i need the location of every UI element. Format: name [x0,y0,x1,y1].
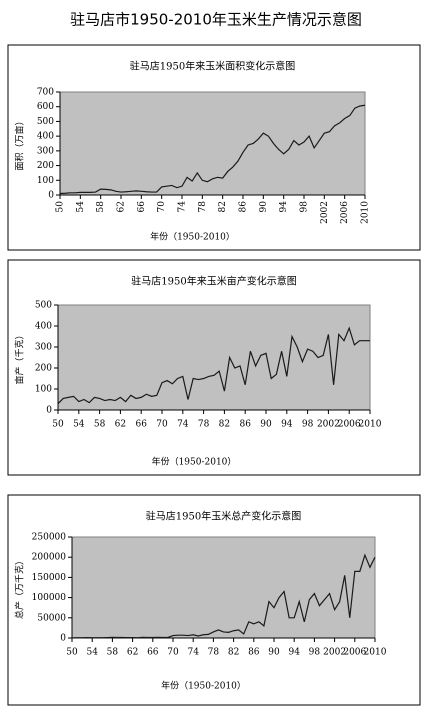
x-tick-label: 86 [239,201,249,213]
x-tick-label: 90 [268,648,280,658]
y-tick-label: 100000 [32,593,67,603]
y-tick-label: 50000 [37,613,66,623]
x-tick-label: 94 [281,420,293,430]
x-axis-label: 年份（1950-2010） [150,231,235,243]
y-tick-label: 200 [37,161,54,171]
y-tick-label: 300 [35,343,52,353]
y-tick-label: 0 [48,191,54,201]
x-tick-label: 82 [228,648,239,658]
plot-area [59,91,366,196]
x-tick-label: 66 [137,201,147,213]
x-tick-label: 98 [302,420,314,430]
y-tick-label: 600 [37,102,54,112]
x-tick-label: 2010 [361,201,371,224]
x-tick-label: 82 [219,420,230,430]
x-tick-label: 98 [300,201,310,213]
y-tick-label: 100 [37,176,54,186]
x-tick-label: 2002 [323,648,346,658]
x-tick-label: 86 [248,648,260,658]
x-tick-label: 82 [218,201,228,212]
chart-title: 驻马店1950年来玉米面积变化示意图 [130,60,295,73]
x-tick-label: 62 [127,648,138,658]
x-tick-label: 2010 [364,648,387,658]
x-tick-label: 50 [66,648,78,658]
y-axis-label: 亩产（千克） [14,330,26,384]
x-tick-label: 94 [279,201,289,213]
x-tick-label: 86 [239,420,251,430]
x-tick-label: 90 [260,420,272,430]
x-tick-label: 70 [157,201,167,213]
x-tick-label: 54 [76,201,86,213]
x-tick-label: 2006 [340,201,350,224]
data-line [59,104,366,195]
x-tick-label: 50 [52,420,64,430]
x-tick-label: 90 [259,201,269,213]
x-tick-label: 62 [117,201,127,212]
x-tick-label: 74 [177,420,189,430]
x-tick-label: 78 [198,201,208,213]
y-tick-label: 500 [37,117,54,127]
x-tick-label: 58 [96,201,106,213]
x-tick-label: 66 [135,420,147,430]
y-tick-label: 700 [37,88,54,98]
y-tick-label: 0 [60,634,66,644]
x-tick-label: 74 [178,201,188,213]
y-tick-label: 400 [37,132,54,142]
x-tick-label: 94 [288,648,300,658]
y-tick-label: 250000 [32,533,67,543]
x-tick-label: 50 [56,201,66,213]
x-tick-label: 74 [187,648,199,658]
x-tick-label: 98 [309,648,321,658]
x-tick-label: 2002 [320,201,330,224]
x-tick-label: 58 [94,420,106,430]
x-tick-label: 2006 [338,420,361,430]
y-tick-label: 200 [35,364,52,374]
y-tick-label: 150000 [32,573,67,583]
x-axis-label: 年份（1950-2010） [161,680,246,692]
x-tick-label: 2010 [359,420,382,430]
chart-title: 驻马店1950年来玉米亩产变化示意图 [131,275,296,288]
x-tick-label: 78 [198,420,210,430]
x-tick-label: 66 [147,648,159,658]
x-tick-label: 78 [208,648,220,658]
plot-area [71,536,376,639]
x-tick-label: 2002 [317,420,340,430]
x-tick-label: 54 [86,648,98,658]
y-axis-label: 总产（万千克） [14,556,26,619]
y-axis-label: 面积（万亩） [14,116,26,170]
y-tick-label: 400 [35,322,52,332]
y-tick-label: 0 [46,406,52,416]
x-tick-label: 62 [115,420,126,430]
x-tick-label: 58 [107,648,119,658]
x-axis-label: 年份（1950-2010） [152,456,237,468]
page-title: 驻马店市1950-2010年玉米生产情况示意图 [70,11,362,29]
y-tick-label: 500 [35,301,52,311]
chart-title: 驻马店1950年玉米总产变化示意图 [146,510,301,523]
data-line [71,553,376,639]
plot-area [57,304,371,411]
data-line [57,326,370,405]
y-tick-label: 300 [37,146,54,156]
x-tick-label: 70 [167,648,179,658]
x-tick-label: 54 [73,420,85,430]
x-tick-label: 2006 [343,648,366,658]
y-tick-label: 200000 [32,553,67,563]
y-tick-label: 100 [35,385,52,395]
x-tick-label: 70 [156,420,168,430]
